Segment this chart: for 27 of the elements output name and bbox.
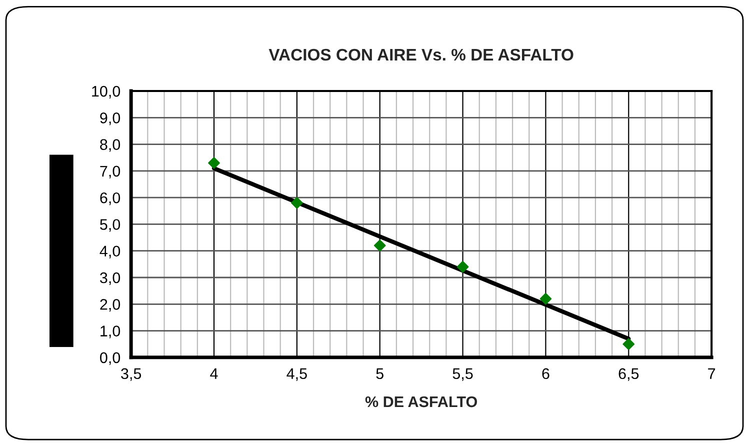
point (374, 240, 386, 252)
chart-title: VACIOS CON AIRE Vs. % DE ASFALTO (268, 48, 574, 61)
y-tick-label: 8,0 (100, 139, 120, 152)
y-tick-label: 7,0 (100, 166, 120, 178)
x-tick-label: 4,5 (286, 368, 307, 381)
point (208, 157, 220, 169)
point (291, 197, 303, 209)
y-tick-label: 5,0 (100, 219, 120, 232)
x-tick-label: 6,5 (618, 368, 639, 381)
point (456, 260, 469, 273)
y-tick-label: 1,0 (100, 326, 120, 338)
x-tick-label: 3,5 (121, 368, 142, 381)
x-tick-label: 7 (708, 368, 716, 379)
x-tick-label: 6 (542, 368, 550, 380)
y-tick-label: 2,0 (100, 299, 120, 312)
y-tick-label: 0,0 (100, 352, 120, 365)
x-tick-label: 4 (210, 368, 218, 379)
y-tick-label: 4,0 (100, 246, 120, 258)
x-axis-title: % DE ASFALTO (365, 396, 477, 408)
point (622, 338, 635, 350)
x-tick-label: 5,5 (452, 368, 473, 381)
y-tick-label: 3,0 (100, 272, 120, 285)
y-tick-label: 6,0 (100, 192, 120, 206)
y-tick-label: 10,0 (92, 86, 120, 99)
x-tick-label: 5 (376, 368, 384, 380)
point (540, 292, 552, 305)
y-tick-label: 9,0 (100, 112, 120, 126)
